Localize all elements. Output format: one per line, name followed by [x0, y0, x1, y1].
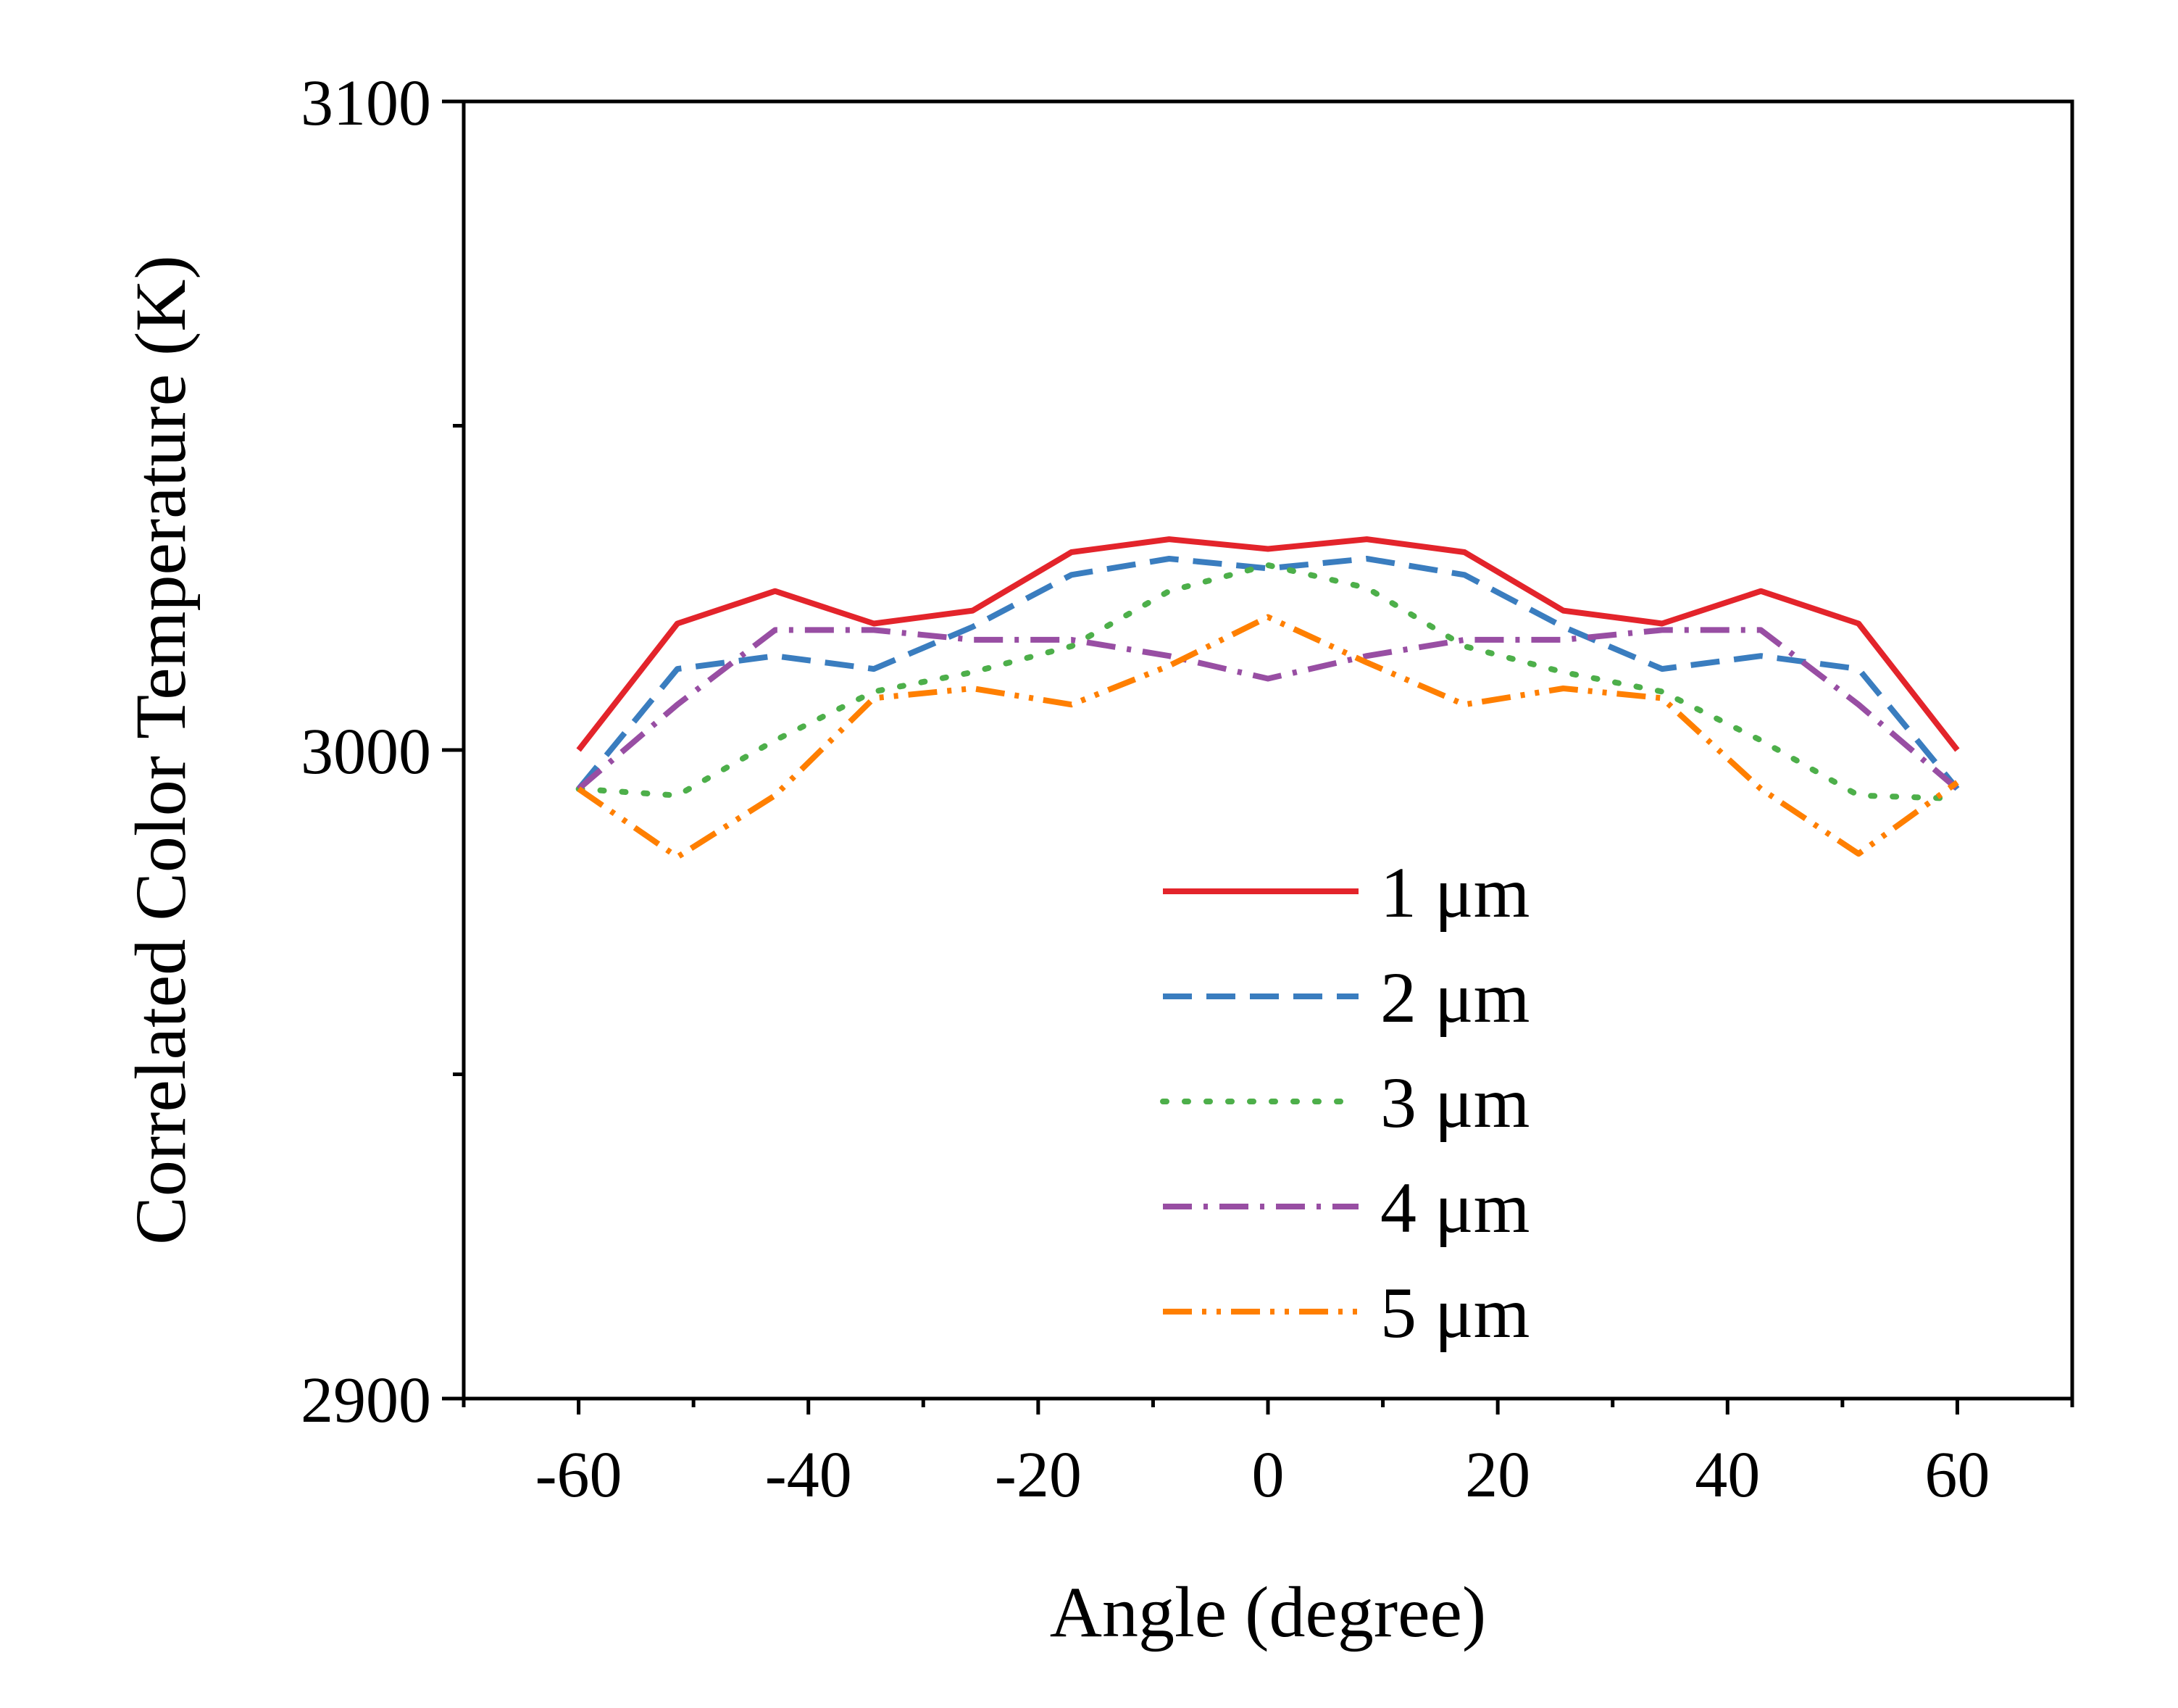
- y-axis: 2900 3000 3100: [301, 67, 464, 1436]
- x-tick-label: 60: [1924, 1439, 1990, 1511]
- x-tick-label: -60: [535, 1439, 622, 1511]
- series-layer: [575, 536, 1961, 860]
- legend-label-2: 2 μm: [1380, 957, 1530, 1038]
- x-tick-label: -40: [765, 1439, 852, 1511]
- legend-label-1: 1 μm: [1380, 852, 1530, 933]
- series-line-1: [576, 536, 1960, 752]
- legend-label-4: 4 μm: [1380, 1167, 1530, 1248]
- x-axis: -60 -40 -20 0 20 40 60: [462, 1399, 2074, 1511]
- plot-frame: [462, 99, 2074, 1401]
- legend-label-5: 5 μm: [1380, 1272, 1530, 1353]
- series-line-3: [575, 562, 1961, 802]
- x-tick-label: 40: [1695, 1439, 1760, 1511]
- y-tick-label: 3100: [301, 67, 431, 139]
- x-tick-label: -20: [995, 1439, 1082, 1511]
- legend-label-3: 3 μm: [1380, 1062, 1530, 1143]
- legend: 1 μm 2 μm 3 μm 4 μm 5 μm: [1160, 852, 1530, 1353]
- y-tick-label: 2900: [301, 1365, 431, 1436]
- series-line-5: [577, 614, 1959, 860]
- y-tick-label: 3000: [301, 716, 431, 788]
- series-line-2: [576, 556, 1960, 791]
- x-tick-label: 20: [1465, 1439, 1530, 1511]
- x-tick-label: 0: [1252, 1439, 1285, 1511]
- series-line-4: [577, 627, 1959, 791]
- x-axis-title: Angle (degree): [1050, 1572, 1486, 1652]
- y-axis-title: Correlated Color Temperature (K): [120, 255, 201, 1245]
